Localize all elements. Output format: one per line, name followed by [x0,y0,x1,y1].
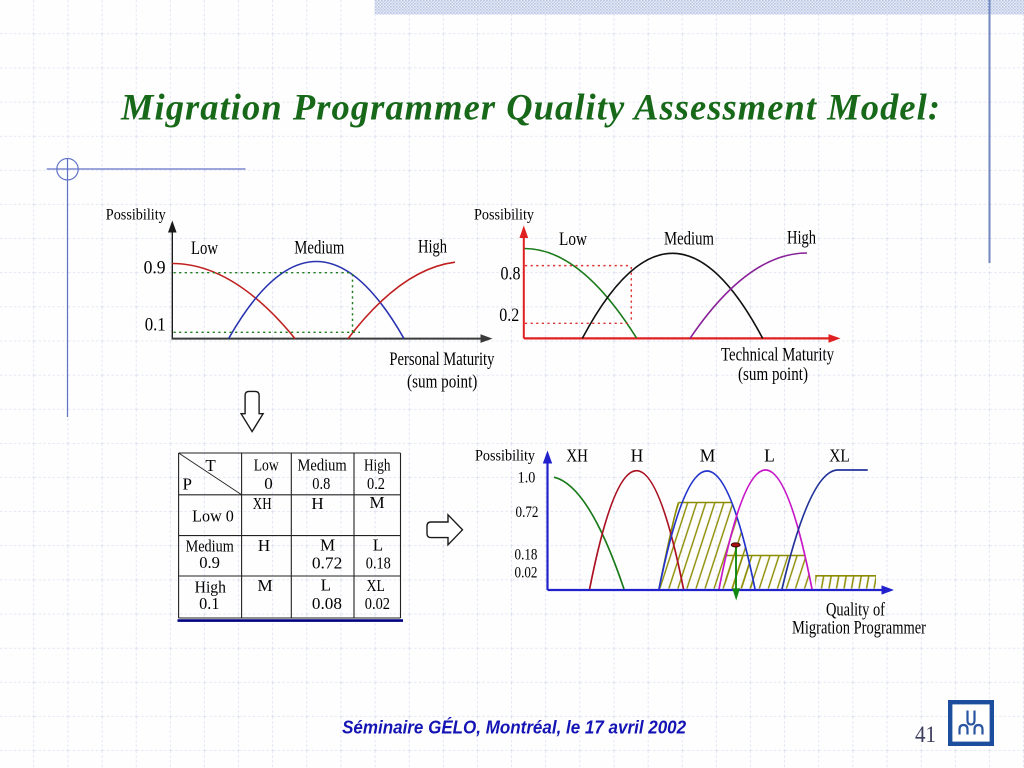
svg-text:Medium: Medium [294,239,344,259]
svg-text:Migration Programmer Quality A: Migration Programmer Quality Assessment … [120,86,940,127]
svg-text:P: P [183,475,192,494]
svg-text:M: M [320,536,335,555]
svg-text:Low: Low [559,230,588,250]
svg-text:Technical Maturity: Technical Maturity [721,346,835,366]
svg-text:Séminaire GÉLO, Montréal, le 1: Séminaire GÉLO, Montréal, le 17 avril 20… [342,717,686,738]
svg-text:High: High [195,578,227,597]
svg-text:0.02: 0.02 [365,594,390,613]
svg-text:High: High [364,455,391,474]
svg-text:0.1: 0.1 [145,316,166,336]
svg-text:Low 0: Low 0 [192,507,234,526]
svg-text:Medium: Medium [186,537,234,556]
svg-text:High: High [418,238,447,258]
svg-text:L: L [373,536,383,555]
svg-text:Medium: Medium [298,455,347,474]
svg-text:0.1: 0.1 [199,594,219,613]
svg-text:0.08: 0.08 [312,594,342,613]
svg-text:41: 41 [915,722,936,748]
svg-text:Personal Maturity: Personal Maturity [389,350,495,370]
svg-text:0.9: 0.9 [199,553,220,572]
svg-text:High: High [787,229,816,249]
svg-text:Possibility: Possibility [475,448,535,465]
svg-text:XH: XH [566,446,588,466]
svg-text:0.8: 0.8 [312,474,330,493]
svg-text:1.0: 1.0 [518,470,536,487]
svg-text:M: M [257,576,272,595]
svg-text:T: T [205,456,216,475]
svg-text:0.72: 0.72 [516,504,539,521]
svg-text:XL: XL [829,446,850,466]
svg-text:0.18: 0.18 [515,546,538,563]
svg-text:0.2: 0.2 [367,474,385,493]
svg-text:0.2: 0.2 [499,306,519,326]
svg-text:0.9: 0.9 [144,258,166,278]
svg-text:Low: Low [254,455,280,474]
svg-text:Medium: Medium [664,230,714,250]
svg-text:Migration Programmer: Migration Programmer [792,618,926,638]
svg-text:XH: XH [253,494,272,513]
svg-text:0.72: 0.72 [312,554,343,573]
svg-text:Quality of: Quality of [826,600,886,620]
svg-text:H: H [258,536,270,555]
svg-text:M: M [369,493,384,512]
svg-text:Possibility: Possibility [474,206,534,223]
svg-text:L: L [321,576,331,595]
svg-text:0.18: 0.18 [366,554,391,573]
svg-text:0.02: 0.02 [515,565,538,582]
svg-text:M: M [700,446,716,466]
svg-text:XL: XL [367,576,385,595]
svg-text:H: H [631,446,644,466]
svg-text:H: H [311,494,323,513]
svg-text:0.8: 0.8 [501,265,521,285]
svg-text:Low: Low [191,239,219,259]
svg-text:(sum point): (sum point) [407,372,477,392]
svg-text:Possibility: Possibility [106,206,166,223]
svg-text:(sum point): (sum point) [738,365,808,385]
svg-text:L: L [764,446,775,466]
svg-text:0: 0 [264,474,273,493]
